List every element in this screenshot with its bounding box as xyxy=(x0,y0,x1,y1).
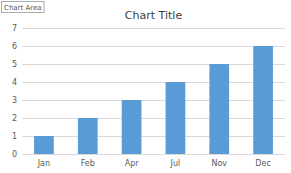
grid-line xyxy=(22,100,285,101)
y-tick-label: 3 xyxy=(12,96,17,105)
y-tick-label: 5 xyxy=(12,60,17,69)
title: Chart Title xyxy=(125,9,183,22)
x-tick-label: Nov xyxy=(211,159,227,168)
grid-line xyxy=(22,82,285,83)
y-tick-label: 6 xyxy=(12,42,17,51)
bar xyxy=(166,82,186,154)
bar xyxy=(122,100,142,154)
bars xyxy=(34,46,273,154)
grid-line xyxy=(22,154,285,155)
y-tick-label: 2 xyxy=(12,114,17,123)
annotation: Chart Area xyxy=(4,4,42,12)
y-tick-label: 1 xyxy=(12,132,17,141)
grid-line xyxy=(22,136,285,137)
bar xyxy=(209,64,229,154)
bar xyxy=(78,118,98,154)
x-tick-label: Jan xyxy=(37,159,50,168)
x-tick-label: Dec xyxy=(255,159,270,168)
x-tick-label: Feb xyxy=(81,159,95,168)
grid-line xyxy=(22,64,285,65)
x-tick-label: Apr xyxy=(125,159,140,168)
annotation-frame xyxy=(2,2,45,13)
x-tick-label: Jul xyxy=(170,159,181,168)
annotation-box: Chart Area xyxy=(2,2,45,13)
y-tick-label: 7 xyxy=(12,24,17,33)
grid-line xyxy=(22,118,285,119)
grid-line xyxy=(22,46,285,47)
y-tick-label: 4 xyxy=(12,78,17,87)
grid-line xyxy=(22,28,285,29)
bar xyxy=(34,136,54,154)
y-tick-label: 0 xyxy=(12,150,17,159)
bar xyxy=(253,46,273,154)
chart: 0 1 2 3 4 5 6 7 Jan Feb Apr Jul Nov Dec Chart Title Cha… xyxy=(0,0,291,173)
